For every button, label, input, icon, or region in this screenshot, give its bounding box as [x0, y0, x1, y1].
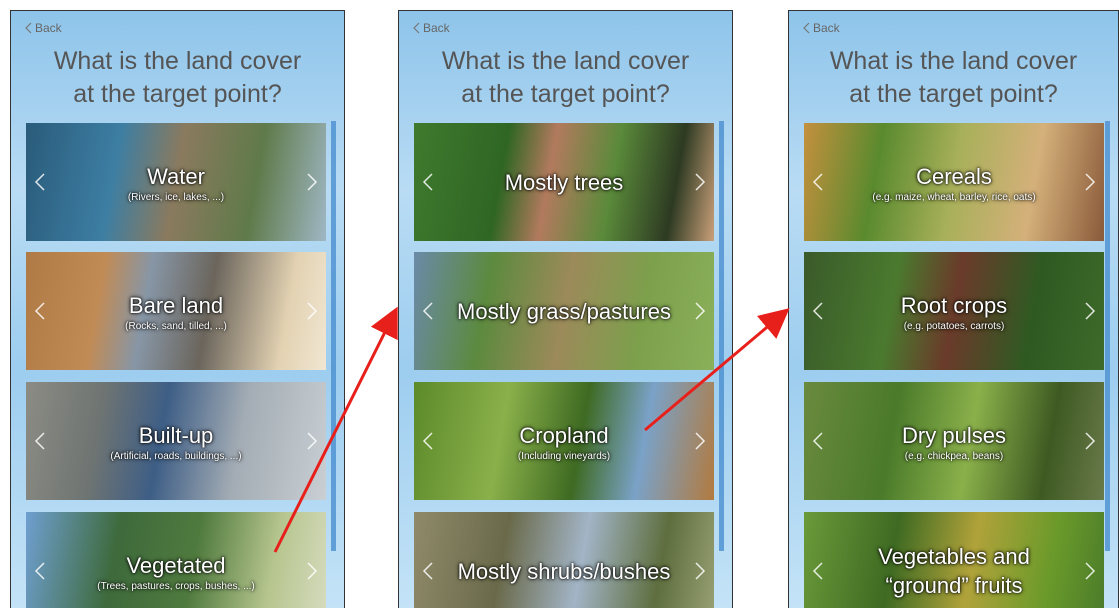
back-button[interactable]: Back: [25, 21, 62, 35]
option-tile[interactable]: Built-up(Artificial, roads, buildings, .…: [26, 382, 326, 500]
option-label: Bare land: [129, 291, 223, 320]
next-icon: [306, 431, 318, 456]
prev-icon: [34, 172, 46, 197]
option-label: Cereals: [916, 162, 992, 191]
back-button[interactable]: Back: [413, 21, 450, 35]
option-sublabel: (e.g. potatoes, carrots): [904, 321, 1005, 332]
option-label: Dry pulses: [902, 421, 1006, 450]
next-icon: [694, 561, 706, 586]
next-icon: [306, 172, 318, 197]
option-label: Root crops: [901, 291, 1007, 320]
option-sublabel: (e.g. chickpea, beans): [905, 451, 1003, 462]
scrollbar: [1105, 121, 1110, 551]
option-tile[interactable]: Root crops(e.g. potatoes, carrots): [804, 252, 1104, 370]
prev-icon: [812, 301, 824, 326]
phone-screen: Back What is the land cover at the target…: [10, 10, 345, 608]
option-sublabel: (Rivers, ice, lakes, ...): [128, 192, 224, 203]
prev-icon: [812, 431, 824, 456]
option-sublabel: (Rocks, sand, tilled, ...): [125, 321, 227, 332]
next-icon: [306, 301, 318, 326]
option-label: Cropland: [519, 421, 608, 450]
option-sublabel: (e.g. maize, wheat, barley, rice, oats): [872, 192, 1035, 203]
option-tile[interactable]: Mostly trees: [414, 123, 714, 241]
option-tile[interactable]: Bare land(Rocks, sand, tilled, ...): [26, 252, 326, 370]
option-tile[interactable]: Cropland(Including vineyards): [414, 382, 714, 500]
prev-icon: [812, 172, 824, 197]
option-tile[interactable]: Mostly grass/pastures: [414, 252, 714, 370]
scrollbar: [331, 121, 336, 551]
prev-icon: [34, 431, 46, 456]
next-icon: [306, 561, 318, 586]
next-icon: [694, 172, 706, 197]
option-tile[interactable]: Mostly shrubs/bushes: [414, 512, 714, 608]
question-title: What is the land cover at the target poi…: [11, 45, 344, 111]
back-button[interactable]: Back: [803, 21, 840, 35]
phone-screen: Back What is the land cover at the target…: [788, 10, 1119, 608]
next-icon: [1084, 301, 1096, 326]
option-label: Vegetables and “ground” fruits: [878, 542, 1030, 600]
page: Back What is the land cover at the target…: [0, 0, 1119, 608]
prev-icon: [34, 301, 46, 326]
option-label: Mostly trees: [505, 168, 624, 197]
option-tile[interactable]: Dry pulses(e.g. chickpea, beans): [804, 382, 1104, 500]
option-sublabel: (Artificial, roads, buildings, ...): [110, 451, 241, 462]
option-label: Built-up: [139, 421, 214, 450]
option-tile[interactable]: Vegetables and “ground” fruits: [804, 512, 1104, 608]
prev-icon: [422, 431, 434, 456]
phone-screen: Back What is the land cover at the target…: [398, 10, 733, 608]
back-label: Back: [423, 21, 450, 35]
next-icon: [694, 301, 706, 326]
option-label: Mostly grass/pastures: [457, 297, 671, 326]
option-tile[interactable]: Vegetated(Trees, pastures, crops, bushes…: [26, 512, 326, 608]
option-label: Mostly shrubs/bushes: [458, 557, 671, 586]
option-sublabel: (Trees, pastures, crops, bushes, ...): [97, 581, 254, 592]
next-icon: [694, 431, 706, 456]
option-tile[interactable]: Cereals(e.g. maize, wheat, barley, rice,…: [804, 123, 1104, 241]
option-sublabel: (Including vineyards): [518, 451, 610, 462]
question-title: What is the land cover at the target poi…: [789, 45, 1118, 111]
option-tile[interactable]: Water(Rivers, ice, lakes, ...): [26, 123, 326, 241]
next-icon: [1084, 431, 1096, 456]
prev-icon: [422, 561, 434, 586]
scrollbar: [719, 121, 724, 551]
prev-icon: [422, 172, 434, 197]
prev-icon: [422, 301, 434, 326]
option-label: Water: [147, 162, 205, 191]
back-label: Back: [813, 21, 840, 35]
question-title: What is the land cover at the target poi…: [399, 45, 732, 111]
back-label: Back: [35, 21, 62, 35]
next-icon: [1084, 172, 1096, 197]
option-label: Vegetated: [126, 551, 225, 580]
prev-icon: [34, 561, 46, 586]
prev-icon: [812, 561, 824, 586]
next-icon: [1084, 561, 1096, 586]
